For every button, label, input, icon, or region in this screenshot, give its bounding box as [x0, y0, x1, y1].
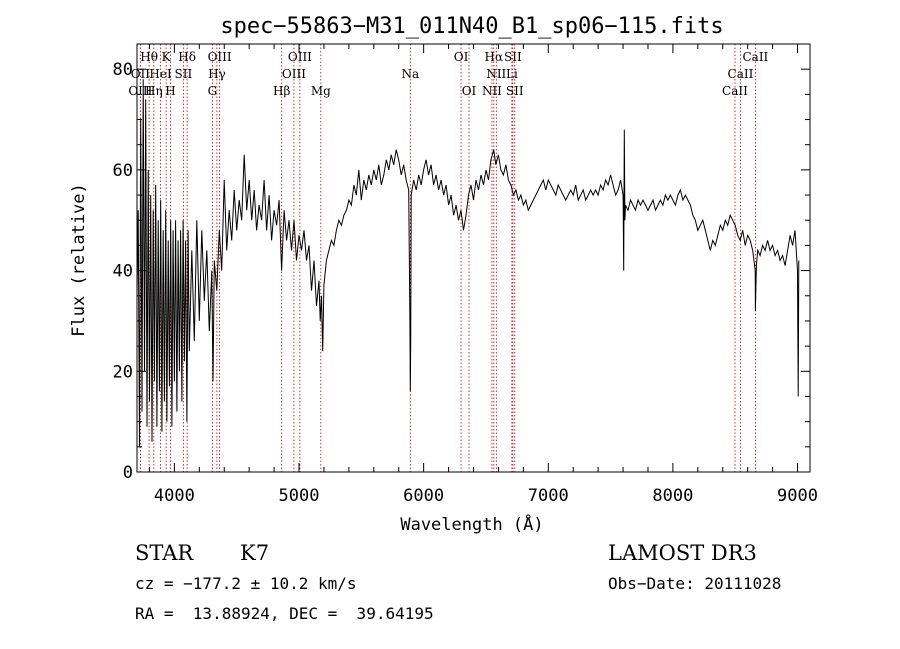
observation-date: Obs−Date: 20111028 [608, 574, 782, 593]
marker-label-2: OIII [128, 84, 152, 98]
object-class: STAR [135, 541, 194, 565]
coordinates: RA = 13.88924, DEC = 39.64195 [135, 604, 434, 623]
y-tick-label-4: 80 [113, 60, 133, 80]
series-line-spectrum [136, 79, 800, 447]
marker-label-5: Hη [145, 84, 163, 98]
spectrum-chart: spec−55863−M31_011N40_B1_sp06−115.fits H… [69, 14, 818, 535]
y-tick-label-3: 60 [113, 161, 133, 181]
x-tick-label-4: 8000 [652, 486, 693, 506]
marker-label-9: OIII [208, 50, 232, 64]
object-subclass: K7 [240, 541, 270, 565]
marker-label-26: CaII [728, 67, 754, 81]
marker-label-4: HeI [149, 67, 172, 81]
marker-label-25: CaII [742, 50, 768, 64]
marker-label-22: Li [506, 67, 518, 81]
marker-label-18: OI [462, 84, 477, 98]
marker-label-15: Mg [311, 84, 331, 98]
marker-label-1: OII [131, 67, 151, 81]
marker-label-3: K [162, 50, 172, 64]
redshift-cz: cz = −177.2 ± 10.2 km/s [135, 574, 357, 593]
x-tick-label-1: 5000 [279, 486, 320, 506]
x-tick-label-5: 9000 [777, 486, 818, 506]
marker-label-17: OI [454, 50, 469, 64]
x-tick-label-2: 6000 [403, 486, 444, 506]
x-tick-label-0: 4000 [154, 486, 195, 506]
marker-label-11: G [208, 84, 218, 98]
x-tick-label-3: 7000 [528, 486, 569, 506]
marker-label-21: NII [486, 67, 506, 81]
y-tick-label-2: 40 [113, 262, 133, 282]
plot-frame [136, 43, 811, 473]
x-axis-label: Wavelength (Å) [400, 513, 543, 535]
marker-label-7: SII [175, 67, 193, 81]
marker-label-12: OIII [288, 50, 312, 64]
y-axis-label: Flux (relative) [69, 183, 89, 337]
marker-label-10: Hγ [208, 67, 226, 81]
marker-label-14: Hβ [273, 84, 290, 98]
axes: 4000 5000 6000 7000 8000 9000 0 20 40 60 80 [113, 43, 818, 506]
marker-label-13: OIII [282, 67, 306, 81]
marker-label-23: NII [482, 84, 502, 98]
marker-label-0: Hθ [140, 50, 158, 64]
marker-label-20: SII [504, 50, 522, 64]
survey-name: LAMOST DR3 [608, 541, 757, 565]
marker-label-27: CaII [722, 84, 748, 98]
marker-label-16: Na [401, 67, 419, 81]
chart-title: spec−55863−M31_011N40_B1_sp06−115.fits [220, 14, 723, 39]
y-tick-label-1: 20 [113, 362, 133, 382]
marker-label-24: SII [506, 84, 524, 98]
marker-label-8: H [165, 84, 175, 98]
plot-area [136, 79, 800, 447]
marker-label-6: Hδ [178, 50, 196, 64]
y-tick-label-0: 0 [123, 463, 133, 483]
marker-label-19: Hα [485, 50, 504, 64]
